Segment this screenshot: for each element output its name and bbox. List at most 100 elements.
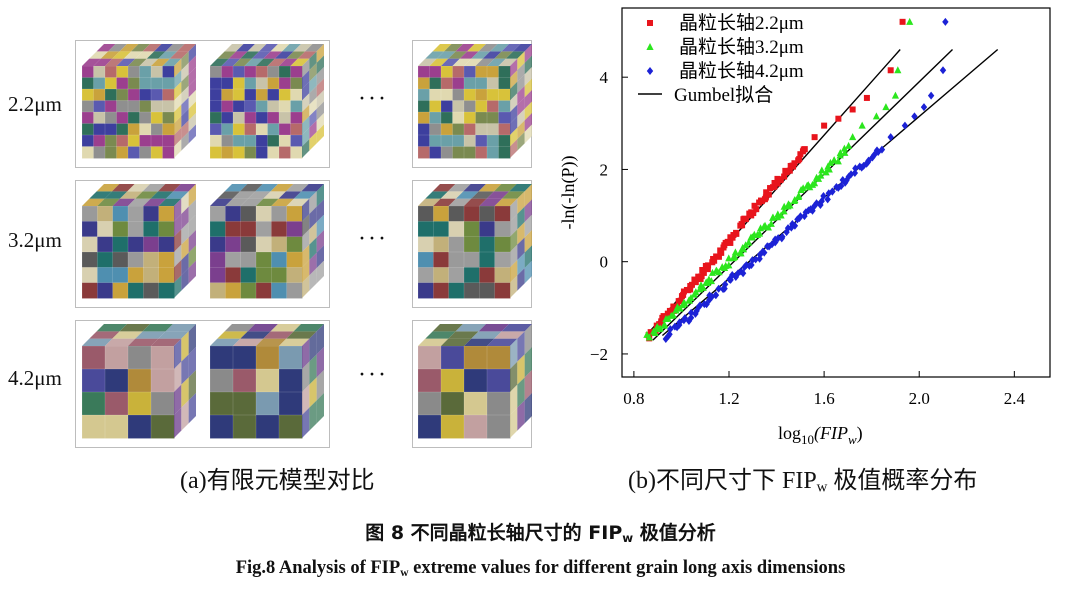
cube-model — [81, 184, 196, 299]
data-point — [666, 330, 673, 339]
data-point — [753, 206, 760, 213]
data-point — [860, 161, 867, 170]
y-tick-label: −2 — [590, 345, 608, 364]
data-point — [901, 121, 909, 130]
data-point — [651, 329, 659, 337]
data-point — [781, 173, 788, 180]
data-point — [835, 115, 842, 122]
data-point — [849, 133, 857, 141]
data-point — [733, 229, 740, 236]
cube-model — [209, 184, 324, 299]
caption-b: (b)不同尺寸下 FIPw 极值概率分布 — [628, 468, 978, 496]
data-point — [920, 103, 928, 112]
legend-marker — [647, 20, 653, 26]
data-point — [645, 333, 653, 341]
data-point — [852, 164, 859, 173]
data-point — [741, 263, 748, 272]
data-point — [791, 160, 798, 167]
cube-model — [417, 44, 532, 159]
data-point — [779, 232, 786, 241]
data-point — [662, 335, 670, 344]
data-point — [783, 169, 790, 176]
data-point — [826, 158, 835, 166]
figure-caption-cn: 图 8 不同晶粒长轴尺寸的 FIPw 极值分析 — [365, 522, 716, 545]
data-point — [737, 249, 745, 257]
data-point — [715, 284, 722, 293]
data-point — [942, 17, 949, 26]
y-tick-label: 0 — [600, 253, 609, 272]
data-point — [745, 238, 753, 246]
figure-caption-en: Fig.8 Analysis of FIPw extreme values fo… — [235, 558, 846, 579]
data-point — [882, 103, 890, 111]
data-point — [715, 268, 723, 276]
data-point — [891, 91, 900, 99]
data-point — [810, 179, 819, 187]
data-point — [872, 112, 881, 120]
data-point — [777, 176, 784, 183]
legend-label: 晶粒长轴4.2μm — [679, 60, 804, 82]
data-point — [699, 283, 707, 291]
data-point — [772, 238, 779, 247]
data-point — [894, 66, 902, 74]
data-point — [821, 122, 828, 129]
data-point — [700, 269, 707, 276]
data-point — [858, 163, 865, 172]
data-point — [687, 313, 695, 322]
data-point — [739, 222, 746, 229]
data-point — [752, 255, 759, 264]
data-point — [681, 299, 689, 307]
data-point — [809, 206, 816, 215]
data-point — [731, 248, 740, 256]
data-point — [825, 165, 833, 173]
legend-marker — [646, 67, 654, 75]
data-point — [727, 275, 734, 284]
data-point — [906, 17, 914, 25]
cube-model — [81, 324, 196, 439]
data-point — [692, 279, 699, 286]
data-point — [670, 303, 677, 310]
data-point — [693, 306, 700, 315]
data-point — [830, 156, 838, 164]
data-point — [818, 166, 826, 174]
data-point — [715, 253, 722, 260]
data-point — [656, 324, 664, 332]
data-point — [800, 146, 807, 153]
cube-model — [209, 44, 324, 159]
data-point — [784, 224, 792, 233]
data-point — [791, 195, 799, 203]
data-point — [858, 121, 866, 129]
data-point — [911, 112, 918, 121]
cube-models — [81, 44, 532, 439]
y-axis-label: -ln(-ln(P)) — [558, 156, 579, 230]
data-point — [669, 311, 677, 319]
data-point — [731, 253, 739, 261]
data-point — [705, 262, 712, 269]
x-tick-label: 1.2 — [718, 389, 739, 408]
data-point — [801, 212, 808, 221]
data-point — [692, 309, 699, 318]
data-point — [869, 153, 876, 162]
data-point — [660, 320, 669, 328]
x-tick-label: 2.4 — [1004, 389, 1026, 408]
data-point — [708, 268, 717, 276]
data-point — [820, 191, 827, 200]
data-point — [845, 141, 853, 149]
data-point — [899, 18, 906, 25]
data-point — [799, 184, 807, 192]
caption-a: (a)有限元模型对比 — [180, 468, 375, 494]
cube-model — [81, 44, 196, 159]
data-point — [829, 187, 836, 196]
y-tick-label: 2 — [600, 160, 609, 179]
plot-frame — [621, 7, 1051, 378]
ellipsis: ··· — [358, 86, 388, 112]
data-point — [767, 219, 775, 227]
legend-label: 晶粒长轴3.2μm — [679, 36, 804, 58]
data-point — [765, 191, 772, 198]
data-point — [786, 167, 793, 174]
data-point — [887, 133, 894, 142]
data-point — [707, 277, 716, 285]
data-point — [927, 91, 935, 100]
data-point — [841, 148, 849, 156]
x-axis-label: log10(FIPw) — [778, 423, 863, 447]
data-point — [712, 291, 720, 300]
